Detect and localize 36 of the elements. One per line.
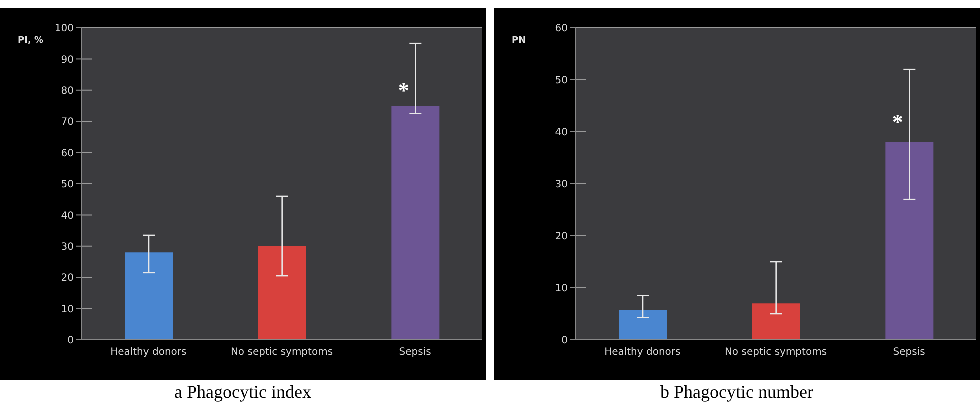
x-tick-label: No septic symptoms xyxy=(230,347,334,358)
bar xyxy=(258,246,306,340)
y-tick-label: 100 xyxy=(54,24,74,35)
text: a Phagocytic index xyxy=(174,382,312,403)
y-tick-label: 60 xyxy=(555,24,568,35)
y-tick-label: 40 xyxy=(61,210,74,222)
y-axis-title: PN xyxy=(512,36,526,46)
bar xyxy=(619,310,667,340)
y-tick-label: 20 xyxy=(61,273,74,284)
y-tick-label: 40 xyxy=(555,128,568,139)
x-tick-label: Healthy donors xyxy=(110,347,187,358)
y-tick-label: 60 xyxy=(61,148,74,160)
x-tick-label: Healthy donors xyxy=(604,347,681,358)
y-tick-label: 10 xyxy=(555,284,568,295)
x-tick-label: No septic symptoms xyxy=(724,347,828,358)
y-tick-label: 30 xyxy=(61,242,74,253)
bar xyxy=(392,106,440,340)
text: b Phagocytic number xyxy=(660,382,814,403)
y-tick-label: 50 xyxy=(555,76,568,87)
y-tick-label: 90 xyxy=(61,54,74,66)
y-tick-label: 30 xyxy=(555,180,568,191)
x-tick-label: Sepsis xyxy=(893,347,926,358)
y-tick-label: 0 xyxy=(562,336,568,347)
y-tick-label: 20 xyxy=(555,232,568,243)
y-tick-label: 10 xyxy=(61,304,74,316)
y-tick-label: 0 xyxy=(68,336,74,347)
annotation: * xyxy=(398,78,410,104)
y-tick-label: 50 xyxy=(61,180,74,191)
annotation: * xyxy=(892,109,904,134)
y-tick-label: 80 xyxy=(61,86,74,97)
bar xyxy=(125,252,173,340)
bar xyxy=(752,304,800,340)
y-axis-title: PI, % xyxy=(18,36,44,46)
y-tick-label: 70 xyxy=(61,117,74,128)
x-tick-label: Sepsis xyxy=(399,347,432,358)
bar xyxy=(886,142,934,340)
